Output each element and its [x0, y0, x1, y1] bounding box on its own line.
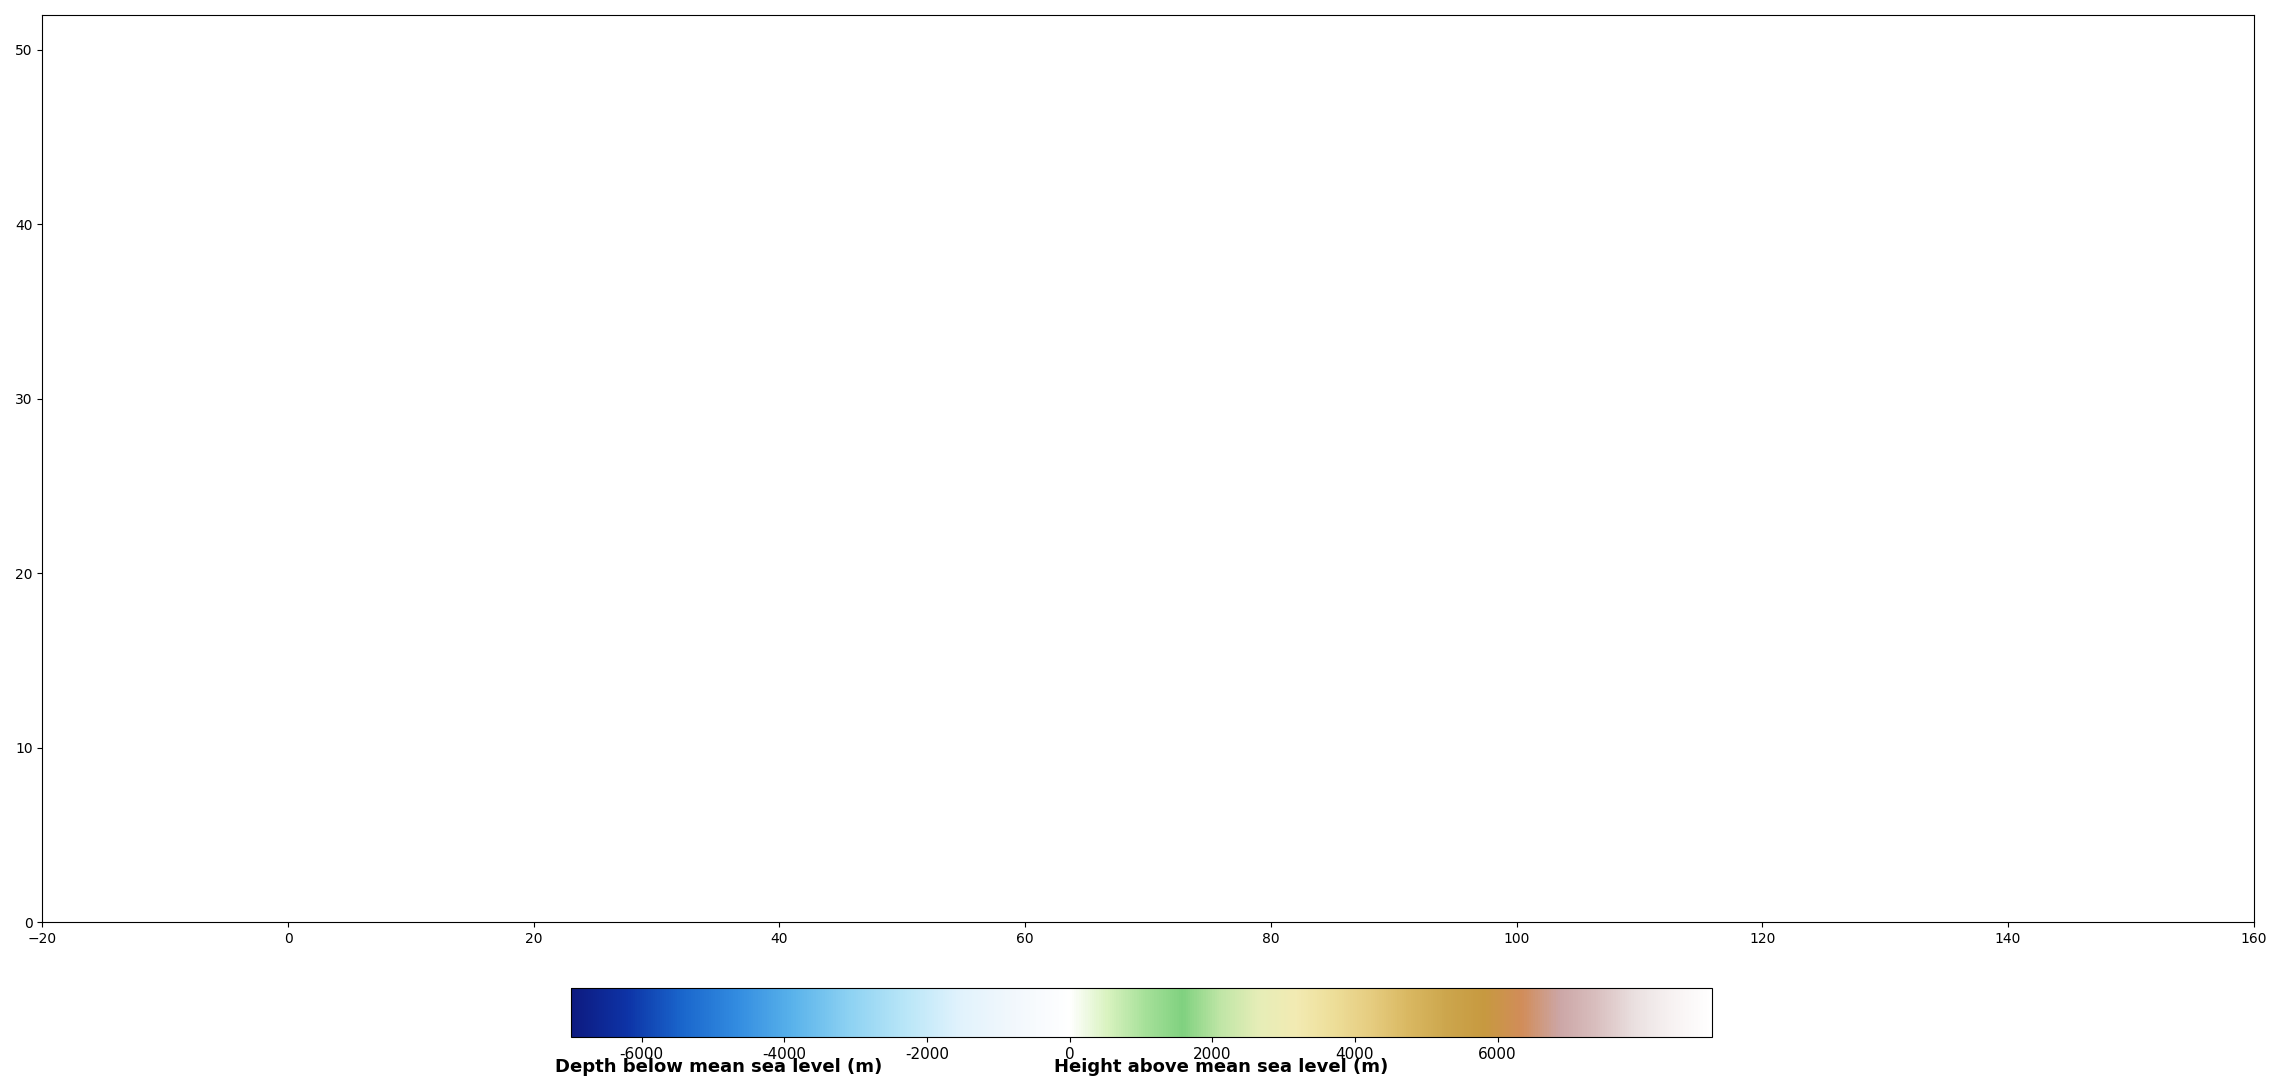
Text: Depth below mean sea level (m): Depth below mean sea level (m) — [555, 1058, 883, 1076]
Text: Height above mean sea level (m): Height above mean sea level (m) — [1054, 1058, 1387, 1076]
